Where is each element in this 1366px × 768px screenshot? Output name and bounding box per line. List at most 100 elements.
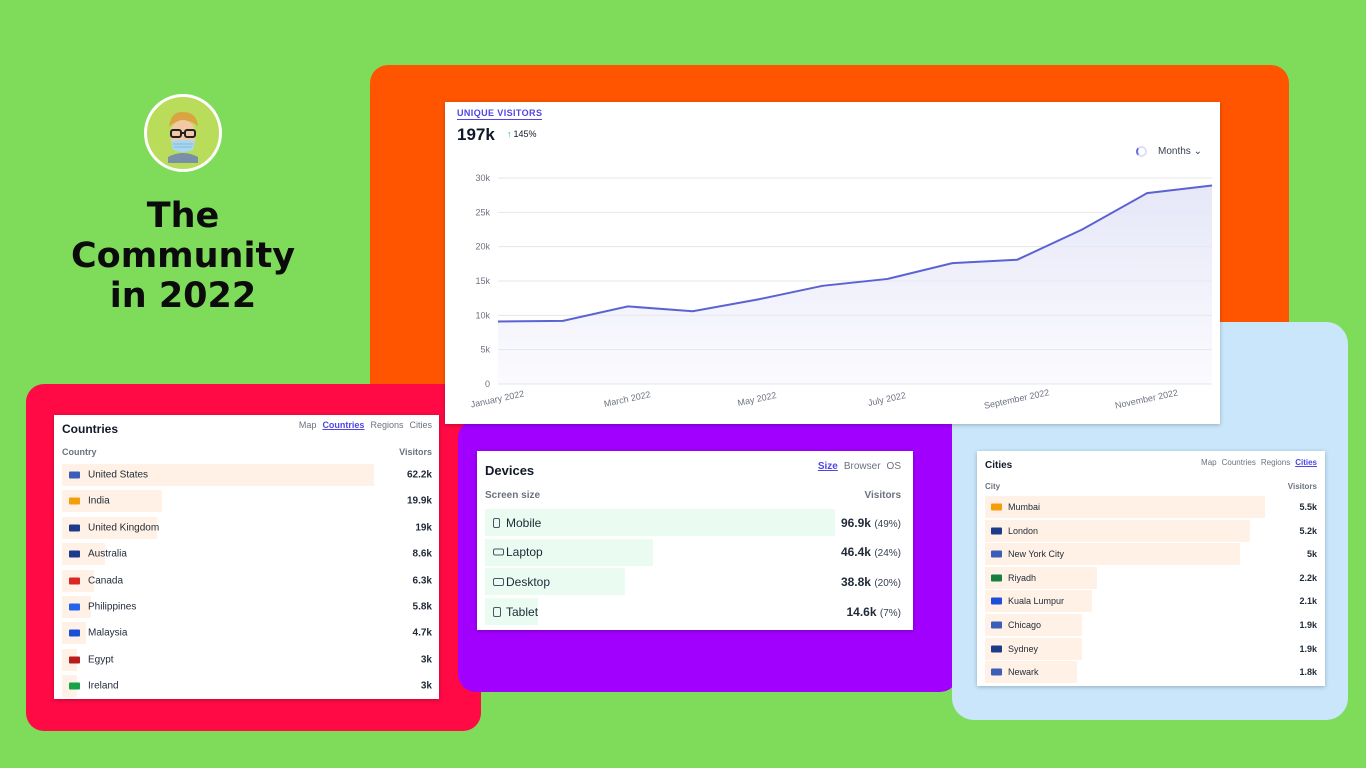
countries-card: Countries Map Countries Regions Cities Coun… xyxy=(54,415,439,699)
item-name: United Kingdom xyxy=(88,522,160,534)
ca-flag-icon xyxy=(69,577,80,585)
list-item[interactable]: Riyadh 2.2k xyxy=(985,566,1317,589)
arrow-up-icon: ↑ xyxy=(507,129,512,139)
item-value: 1.8k xyxy=(1299,667,1317,678)
y-tick-label: 5k xyxy=(480,345,490,355)
value-bar xyxy=(62,516,158,539)
item-value: 5.2k xyxy=(1299,525,1317,536)
item-value: 3k xyxy=(420,680,432,692)
item-value: 6.3k xyxy=(412,575,432,587)
item-name: Philippines xyxy=(88,601,137,613)
list-item[interactable]: United Kingdom 19k xyxy=(62,516,432,539)
data-point[interactable] xyxy=(691,309,695,313)
data-point[interactable] xyxy=(626,304,630,308)
cities-tab-countries[interactable]: Countries xyxy=(1221,458,1256,467)
data-point[interactable] xyxy=(756,298,760,302)
visitors-column-header: Visitors xyxy=(399,447,432,457)
item-name: Riyadh xyxy=(1008,572,1037,583)
period-dropdown[interactable]: Months ⌄ xyxy=(1158,146,1202,157)
countries-tab-regions[interactable]: Regions xyxy=(370,420,404,430)
x-tick-label: March 2022 xyxy=(603,389,652,409)
data-point[interactable] xyxy=(821,284,825,288)
item-value: 4.7k xyxy=(412,627,432,639)
list-item[interactable]: Tablet 14.6k (7%) xyxy=(485,598,901,626)
page-title: The Community in 2022 xyxy=(40,196,326,316)
countries-tab-map[interactable]: Map xyxy=(298,420,317,430)
list-item[interactable]: London 5.2k xyxy=(985,519,1317,542)
list-item[interactable]: United States 62.2k xyxy=(62,464,432,486)
eg-flag-icon xyxy=(69,656,80,664)
list-item[interactable]: Laptop 46.4k (24%) xyxy=(485,538,901,566)
list-item[interactable]: Ireland 3k xyxy=(62,675,432,698)
value-bar xyxy=(985,614,1082,636)
period-value: Months xyxy=(1158,146,1191,157)
item-name: Chicago xyxy=(1008,620,1042,630)
data-point[interactable] xyxy=(950,261,954,265)
device-name: Laptop xyxy=(506,545,543,560)
list-item[interactable]: New York City 5k xyxy=(985,543,1317,566)
list-item[interactable]: Canada 6.3k xyxy=(62,569,432,592)
tablet-icon xyxy=(493,606,501,617)
device-count: 46.4k xyxy=(840,545,875,560)
list-item[interactable]: Mobile 96.9k (49%) xyxy=(485,509,901,536)
data-point[interactable] xyxy=(1015,258,1019,262)
data-point[interactable] xyxy=(885,277,889,281)
x-tick-label: September 2022 xyxy=(983,387,1050,411)
ie-flag-icon xyxy=(69,682,80,690)
item-name: India xyxy=(88,495,110,507)
value-bar xyxy=(985,590,1092,613)
visitors-total: 197k xyxy=(457,125,495,144)
list-item[interactable]: Desktop 38.8k (20%) xyxy=(485,568,901,596)
device-name: Desktop xyxy=(506,574,551,589)
list-item[interactable]: Australia 8.6k xyxy=(62,543,432,566)
countries-title: Countries xyxy=(62,422,119,436)
devices-tab-os[interactable]: OS xyxy=(886,461,901,472)
data-point[interactable] xyxy=(561,319,565,323)
item-name: Malaysia xyxy=(88,627,128,639)
device-count: 96.9k xyxy=(840,515,875,530)
gb-flag-icon xyxy=(69,524,80,532)
device-name: Mobile xyxy=(506,515,542,530)
data-point[interactable] xyxy=(1210,184,1214,188)
visitors-change-value: 145% xyxy=(513,129,537,139)
list-item[interactable]: Chicago 1.9k xyxy=(985,614,1317,636)
item-name: Australia xyxy=(88,548,127,560)
loading-spinner-icon xyxy=(1136,146,1147,157)
data-point[interactable] xyxy=(1080,228,1084,232)
devices-tab-size[interactable]: Size xyxy=(817,461,838,472)
x-tick-label: January 2022 xyxy=(470,389,525,410)
cities-tabs: Map Countries Regions Cities xyxy=(1201,458,1317,467)
item-value: 19.9k xyxy=(406,495,432,507)
cities-visitors-column-header: Visitors xyxy=(1287,482,1317,491)
list-item[interactable]: Philippines 5.8k xyxy=(62,596,432,618)
cities-tab-map[interactable]: Map xyxy=(1201,458,1217,467)
item-name: Newark xyxy=(1008,667,1039,678)
my-flag-icon xyxy=(991,597,1002,605)
cities-tab-regions[interactable]: Regions xyxy=(1260,458,1291,467)
unique-visitors-tab[interactable]: UNIQUE VISITORS xyxy=(457,108,543,120)
list-item[interactable]: Newark 1.8k xyxy=(985,661,1317,684)
list-item[interactable]: India 19.9k xyxy=(62,490,432,513)
screen-size-column-header: Screen size xyxy=(485,490,541,501)
ph-flag-icon xyxy=(69,603,80,611)
list-item[interactable]: Sydney 1.9k xyxy=(985,637,1317,660)
devices-visitors-column-header: Visitors xyxy=(864,490,902,501)
visitors-line-chart: 0 5k 10k 15k 20k 25k 30k January 2022 March 2022… xyxy=(470,173,1214,411)
list-item[interactable]: Malaysia 4.7k xyxy=(62,622,432,645)
data-point[interactable] xyxy=(496,320,500,324)
countries-tab-cities[interactable]: Cities xyxy=(409,420,432,430)
list-item[interactable]: Kuala Lumpur 2.1k xyxy=(985,590,1317,613)
list-item[interactable]: Egypt 3k xyxy=(62,648,432,671)
value-bar xyxy=(62,490,162,513)
data-point[interactable] xyxy=(1145,191,1149,195)
cities-tab-cities[interactable]: Cities xyxy=(1295,458,1317,467)
countries-tab-countries[interactable]: Countries xyxy=(322,420,365,430)
list-item[interactable]: Mumbai 5.5k xyxy=(985,496,1317,518)
item-value: 3k xyxy=(420,654,432,666)
y-tick-label: 15k xyxy=(475,276,490,286)
devices-tab-browser[interactable]: Browser xyxy=(843,461,881,472)
item-name: Canada xyxy=(88,575,124,587)
mobile-icon xyxy=(493,517,500,528)
au-flag-icon xyxy=(69,550,80,558)
value-bar xyxy=(985,661,1077,684)
